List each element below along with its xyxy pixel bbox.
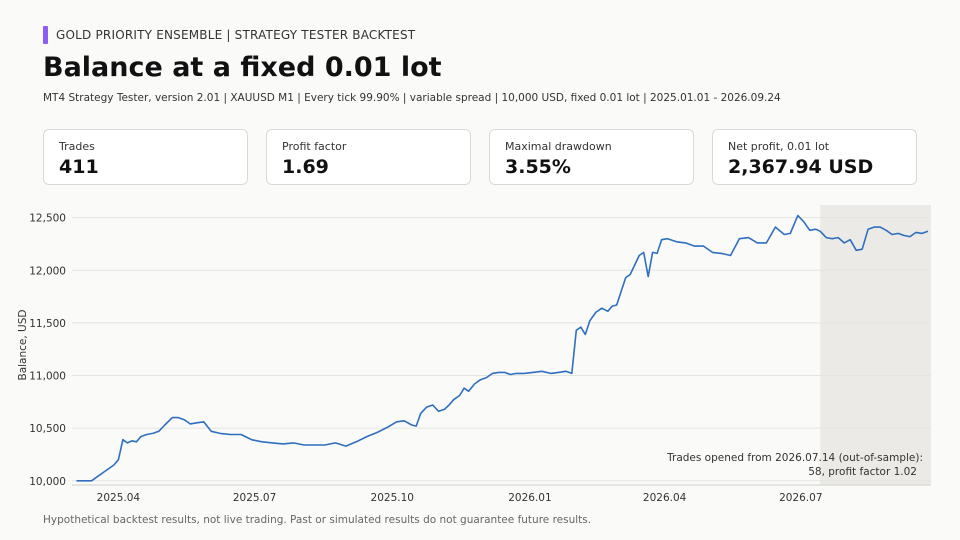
page-title: Balance at a fixed 0.01 lot <box>43 52 442 83</box>
y-tick-label: 11,500 <box>29 318 66 330</box>
kpi-card-net-profit: Net profit, 0.01 lot 2,367.94 USD <box>712 129 917 185</box>
x-tick-label: 2026.07 <box>779 492 822 504</box>
x-tick-label: 2026.04 <box>643 492 687 504</box>
y-axis-label: Balance, USD <box>17 310 29 381</box>
y-tick-label: 10,000 <box>29 476 66 488</box>
footnote: Hypothetical backtest results, not live … <box>43 514 592 526</box>
shade-layer <box>820 205 931 485</box>
grid-layer <box>72 217 931 486</box>
eyebrow-accent-bar <box>43 26 48 44</box>
kpi-value: 411 <box>59 156 99 178</box>
x-tick-label: 2026.01 <box>508 492 551 504</box>
kpi-value: 1.69 <box>282 156 329 178</box>
kpi-card-trades: Trades 411 <box>43 129 248 185</box>
balance-chart: 10,000 10,500 11,000 11,500 12,000 12,500 2025… <box>17 205 931 504</box>
shaded-region-annotation: Trades opened from 2026.07.14 (out-of-sa… <box>666 452 923 464</box>
axis-layer: 10,000 10,500 11,000 11,500 12,000 12,500 2025… <box>29 213 822 504</box>
eyebrow: GOLD PRIORITY ENSEMBLE | STRATEGY TESTER… <box>43 26 415 44</box>
y-tick-label: 12,500 <box>29 213 66 225</box>
kpi-card-max-drawdown: Maximal drawdown 3.55% <box>489 129 694 185</box>
kpi-row: Trades 411 Profit factor 1.69 Maximal dr… <box>43 129 918 187</box>
y-tick-label: 12,000 <box>29 265 66 277</box>
kpi-label: Trades <box>59 140 95 153</box>
kpi-label: Net profit, 0.01 lot <box>728 140 830 153</box>
x-tick-label: 2025.07 <box>233 492 276 504</box>
out-of-sample-region <box>820 205 931 485</box>
kpi-value: 3.55% <box>505 156 571 178</box>
page-subtitle: MT4 Strategy Tester, version 2.01 | XAUU… <box>43 92 781 104</box>
balance-line <box>76 214 929 482</box>
eyebrow-text: GOLD PRIORITY ENSEMBLE | STRATEGY TESTER… <box>56 28 416 42</box>
x-tick-label: 2025.10 <box>371 492 414 504</box>
y-tick-label: 11,000 <box>29 371 66 383</box>
kpi-label: Maximal drawdown <box>505 140 612 153</box>
kpi-label: Profit factor <box>282 140 347 153</box>
shaded-region-annotation: 58, profit factor 1.02 <box>808 466 917 478</box>
y-tick-label: 10,500 <box>29 423 66 435</box>
kpi-card-profit-factor: Profit factor 1.69 <box>266 129 471 185</box>
x-tick-label: 2025.04 <box>97 492 141 504</box>
annotation-layer: Trades opened from 2026.07.14 (out-of-sa… <box>666 452 923 478</box>
line-layer <box>76 214 929 482</box>
kpi-value: 2,367.94 USD <box>728 156 874 178</box>
